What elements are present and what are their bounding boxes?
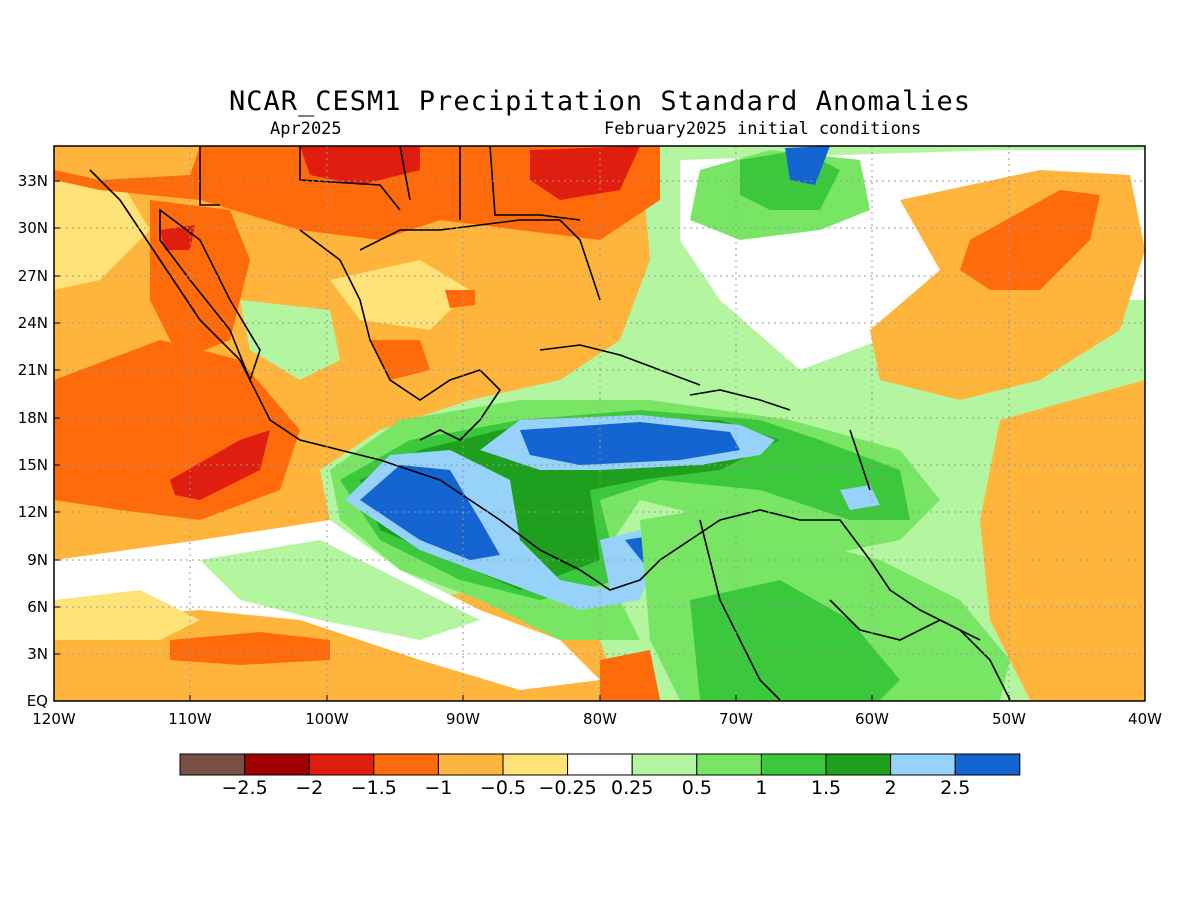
colorbar-swatch bbox=[890, 753, 956, 776]
lat-label: 21N bbox=[18, 361, 48, 379]
colorbar-label: 2 bbox=[885, 777, 897, 799]
lat-label: EQ bbox=[27, 692, 48, 710]
colorbar-swatch bbox=[179, 753, 246, 776]
init-conditions-label: February2025 initial conditions bbox=[604, 119, 922, 139]
colorbar-label: −2 bbox=[295, 777, 323, 799]
lon-label: 60W bbox=[855, 710, 889, 728]
dry-core bbox=[54, 146, 660, 240]
wet-region bbox=[200, 540, 480, 640]
strong-dry-core bbox=[160, 225, 195, 250]
dry-weak bbox=[330, 260, 470, 330]
wet-core bbox=[690, 580, 900, 700]
strong-dry-core bbox=[530, 146, 640, 200]
coastline-path bbox=[689, 389, 791, 411]
coastline-path bbox=[849, 429, 871, 491]
lon-label: 90W bbox=[446, 710, 480, 728]
colorbar-label: 1 bbox=[755, 777, 767, 799]
map-title: NCAR_CESM1 Precipitation Standard Anomal… bbox=[229, 86, 971, 117]
colorbar-label: −0.5 bbox=[480, 777, 526, 799]
colorbar-label: −0.25 bbox=[538, 777, 596, 799]
colorbar-labels: −2.5 −2 −1.5 −1 −0.5 −0.25 0.25 0.5 1 1.5 2 2.5 bbox=[222, 777, 971, 799]
colorbar-swatch bbox=[502, 753, 569, 776]
colorbar-swatch bbox=[567, 753, 633, 776]
colorbar-swatch bbox=[760, 753, 827, 776]
tick-marks bbox=[54, 180, 1010, 701]
graticule bbox=[54, 146, 1145, 701]
lat-label: 12N bbox=[18, 503, 48, 521]
coastline-path bbox=[159, 208, 261, 383]
colorbar-label: 0.25 bbox=[611, 777, 653, 799]
strong-dry-core bbox=[170, 430, 270, 500]
wet-region bbox=[240, 300, 340, 380]
colorbar-swatch bbox=[437, 753, 504, 776]
strong-wet-core bbox=[360, 465, 500, 560]
strong-wet-core bbox=[785, 146, 830, 185]
lon-label: 100W bbox=[305, 710, 349, 728]
colorbar-swatch bbox=[696, 753, 762, 776]
coastline-path bbox=[829, 599, 981, 641]
colorbar-swatch bbox=[373, 753, 439, 776]
colorbar-swatch bbox=[631, 753, 698, 776]
colorbar bbox=[179, 753, 1021, 776]
strong-wet-core bbox=[520, 422, 740, 465]
lon-label: 80W bbox=[583, 710, 617, 728]
strong-dry-core bbox=[300, 146, 420, 185]
lat-label: 24N bbox=[18, 314, 48, 332]
coastline-path bbox=[299, 229, 502, 441]
lon-label: 70W bbox=[719, 710, 753, 728]
lat-label: 15N bbox=[18, 456, 48, 474]
lat-label: 33N bbox=[18, 172, 48, 190]
dry-weak bbox=[54, 590, 200, 640]
colorbar-label: −1 bbox=[424, 777, 452, 799]
lat-label: 9N bbox=[27, 551, 48, 569]
colorbar-label: −1.5 bbox=[351, 777, 397, 799]
lat-label: 18N bbox=[18, 409, 48, 427]
dry-core bbox=[170, 632, 330, 665]
colorbar-label: 2.5 bbox=[940, 777, 970, 799]
colorbar-swatch bbox=[244, 753, 310, 776]
dry-core bbox=[960, 190, 1100, 290]
lat-label: 3N bbox=[27, 645, 48, 663]
lat-label: 30N bbox=[18, 219, 48, 237]
anomaly-field bbox=[54, 146, 1145, 701]
coastline-path bbox=[89, 169, 1011, 701]
valid-month-label: Apr2025 bbox=[270, 119, 342, 139]
coastline-path bbox=[699, 519, 781, 701]
colorbar-swatch bbox=[825, 753, 892, 776]
lon-label: 40W bbox=[1128, 710, 1162, 728]
colorbar-label: 0.5 bbox=[682, 777, 712, 799]
lon-label: 120W bbox=[32, 710, 76, 728]
coastline-overlay bbox=[89, 146, 1011, 701]
very-wet-region bbox=[840, 485, 880, 510]
longitude-axis: 120W 110W 100W 90W 80W 70W 60W 50W 40W bbox=[32, 710, 1162, 728]
dry-region-east bbox=[980, 380, 1145, 700]
colorbar-swatch bbox=[308, 753, 375, 776]
latitude-axis: EQ 3N 6N 9N 12N 15N 18N 21N 24N 27N 30N … bbox=[18, 172, 48, 710]
colorbar-label: −2.5 bbox=[222, 777, 268, 799]
colorbar-swatch bbox=[954, 753, 1021, 776]
border-path bbox=[199, 146, 581, 221]
dry-core bbox=[445, 290, 475, 308]
dry-core bbox=[600, 650, 660, 700]
lat-label: 27N bbox=[18, 267, 48, 285]
colorbar-label: 1.5 bbox=[811, 777, 841, 799]
coastline-path bbox=[539, 344, 701, 386]
coastline-path bbox=[359, 219, 601, 301]
lat-label: 6N bbox=[27, 598, 48, 616]
lon-label: 110W bbox=[168, 710, 212, 728]
lon-label: 50W bbox=[992, 710, 1026, 728]
